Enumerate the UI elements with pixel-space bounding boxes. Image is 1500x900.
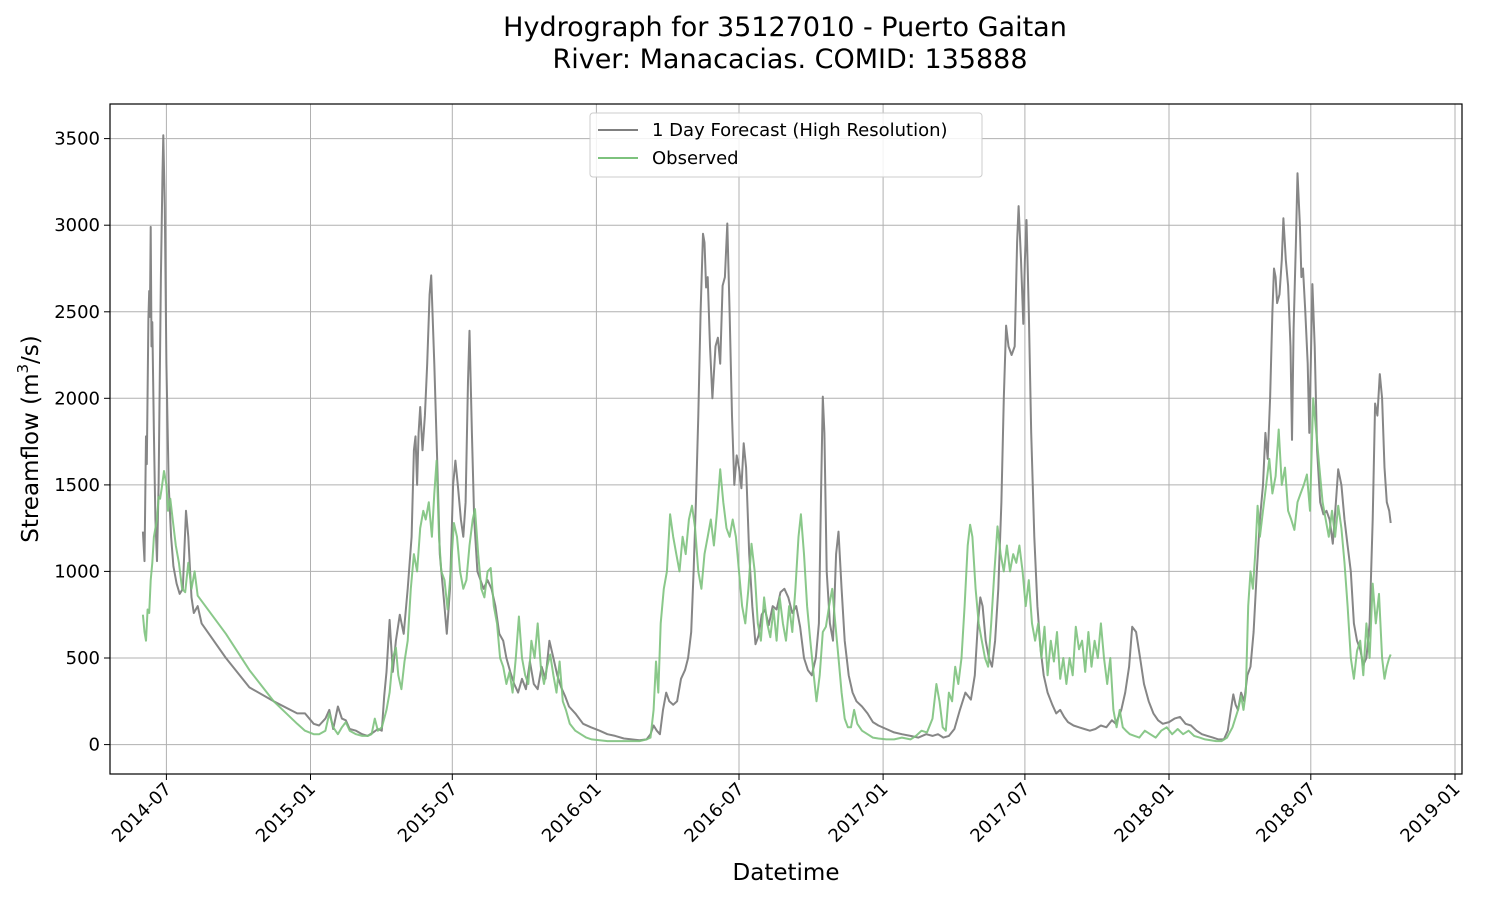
y-axis-label-suffix: /s) — [18, 335, 44, 364]
y-tick-label-0: 0 — [89, 735, 100, 756]
y-tick-label-1: 500 — [66, 648, 100, 669]
legend-label-observed: Observed — [652, 148, 739, 169]
chart-title-line-2: River: Manacacias. COMID: 135888 — [552, 44, 1027, 75]
grid-lines — [110, 104, 1462, 774]
y-tick-label-6: 3000 — [54, 215, 100, 236]
legend-box — [589, 112, 983, 178]
y-axis-ticks: 0 500 1000 1500 2000 2500 3000 3500 — [54, 129, 110, 756]
legend-label-forecast: 1 Day Forecast (High Resolution) — [652, 120, 948, 141]
y-tick-label-3: 1500 — [54, 475, 100, 496]
y-axis-label-prefix: Streamflow (m — [18, 373, 44, 542]
series-line-observed — [141, 397, 1392, 743]
y-tick-label-2: 1000 — [54, 561, 100, 582]
chart-title-line-1: Hydrograph for 35127010 - Puerto Gaitan — [503, 12, 1067, 43]
y-tick-label-7: 3500 — [54, 129, 100, 150]
y-axis-label-superscript: 3 — [14, 364, 32, 374]
y-tick-label-5: 2500 — [54, 302, 100, 323]
plot-frame — [109, 103, 1463, 775]
y-tick-label-4: 2000 — [54, 388, 100, 409]
y-axis-label: Streamflow (m3/s) — [14, 335, 44, 543]
x-axis-label: Datetime — [733, 860, 840, 886]
series-layer — [141, 134, 1392, 743]
series-line-forecast — [141, 134, 1392, 742]
legend: 1 Day Forecast (High Resolution) Observe… — [589, 112, 983, 178]
